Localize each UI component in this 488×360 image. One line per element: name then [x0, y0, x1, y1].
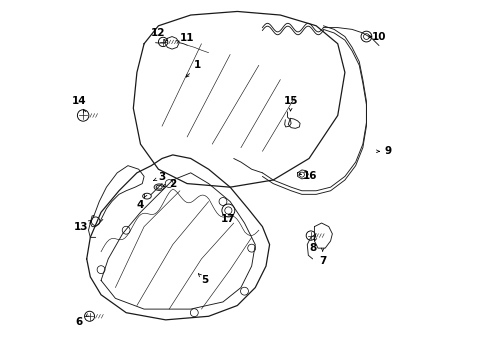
Text: 12: 12: [150, 28, 164, 38]
Text: 14: 14: [72, 96, 87, 106]
Text: 3: 3: [158, 172, 165, 182]
Text: 7: 7: [318, 256, 325, 266]
Text: 17: 17: [221, 215, 235, 224]
Text: 15: 15: [284, 96, 298, 106]
Text: 6: 6: [75, 317, 82, 327]
Text: 8: 8: [308, 243, 316, 253]
Text: 4: 4: [137, 200, 144, 210]
Text: 2: 2: [169, 179, 176, 189]
Text: 10: 10: [371, 32, 386, 41]
Text: 11: 11: [180, 33, 194, 43]
Text: 16: 16: [302, 171, 316, 181]
Text: 13: 13: [74, 222, 88, 231]
Text: 9: 9: [384, 146, 391, 156]
Text: 1: 1: [194, 60, 201, 70]
Text: 5: 5: [201, 275, 208, 285]
